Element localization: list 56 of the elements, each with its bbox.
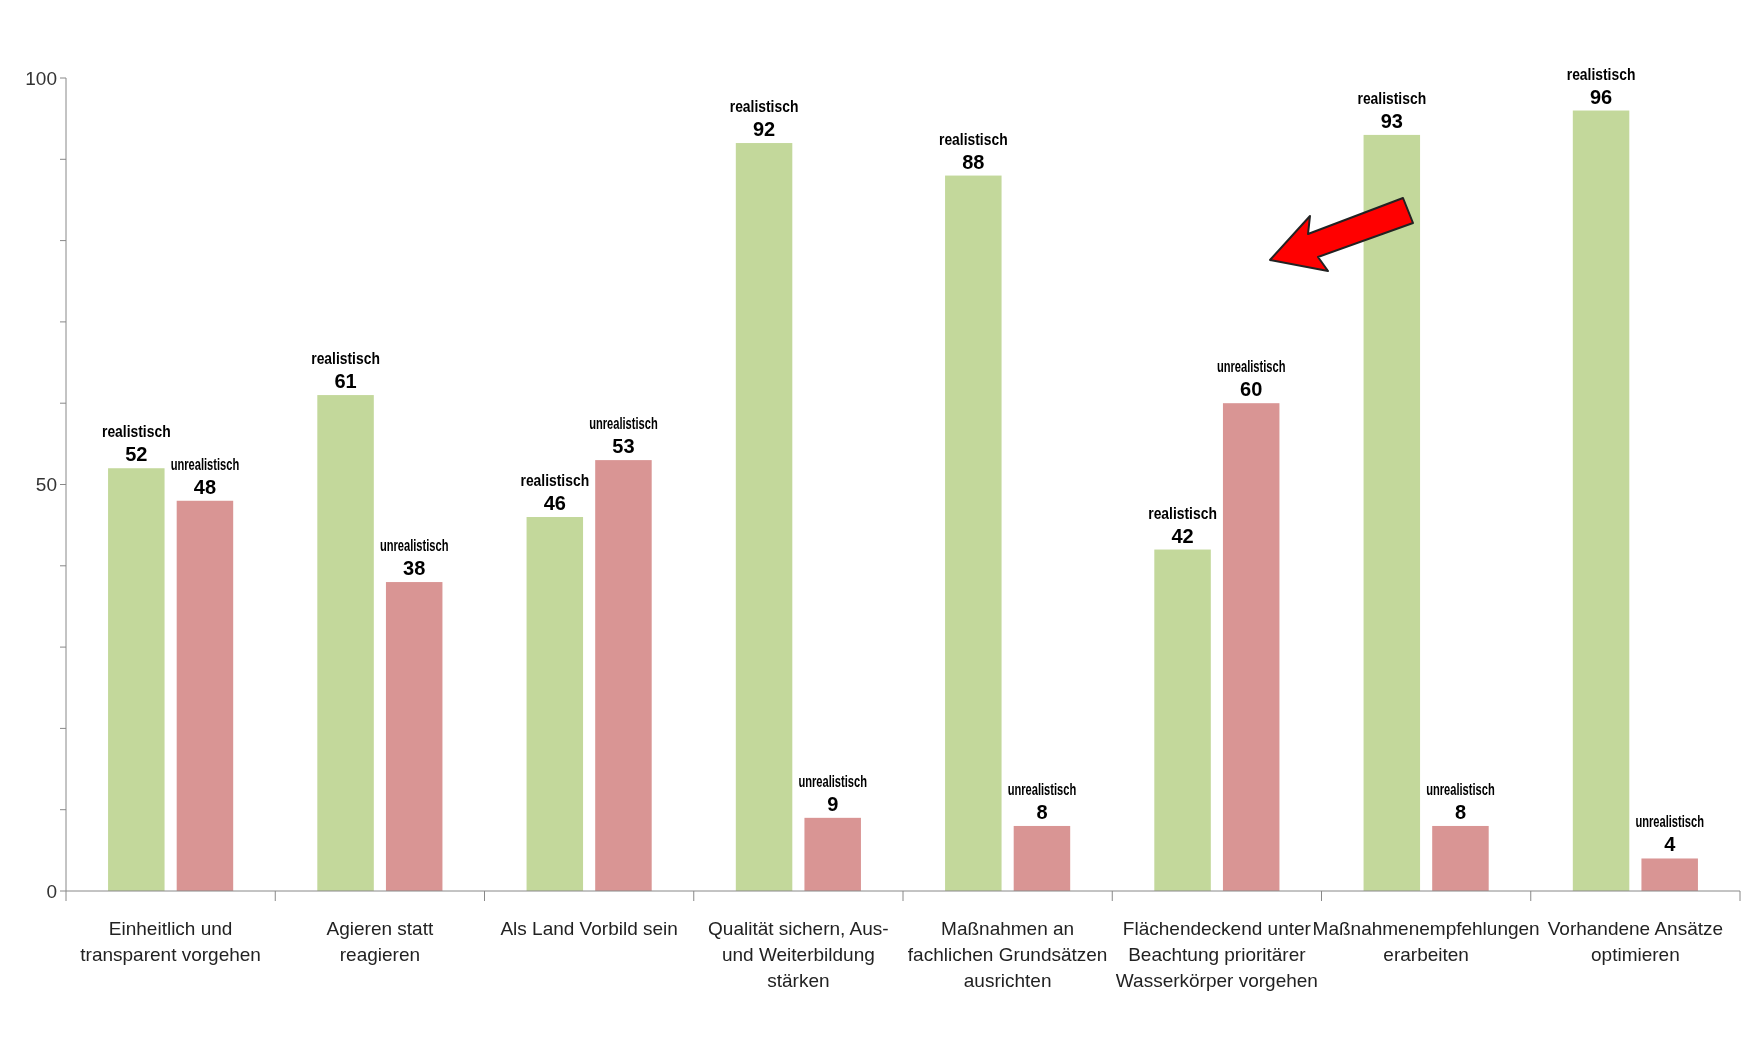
data-label: 96 xyxy=(1589,85,1613,108)
data-label: 52 xyxy=(125,443,148,466)
text: realistisch xyxy=(1566,64,1651,84)
y-tick-label: 0 xyxy=(46,880,57,902)
data-label: 9 xyxy=(827,792,839,815)
text: unrealistisch xyxy=(589,414,694,434)
data-label: 92 xyxy=(752,118,776,141)
bar xyxy=(1154,549,1211,891)
data-label: 60 xyxy=(1240,378,1263,401)
x-tick-label: Agieren statt reagieren xyxy=(326,918,434,965)
text: realistisch xyxy=(1148,503,1233,523)
x-tick-label: Einheitlich und transparent vorgehen xyxy=(80,918,261,965)
data-label: 8 xyxy=(1454,800,1466,823)
bar xyxy=(1641,858,1698,891)
bar xyxy=(317,395,374,891)
text: unrealistisch xyxy=(1426,779,1531,799)
bar xyxy=(1572,110,1630,891)
text: realistisch xyxy=(311,349,396,369)
text: unrealistisch xyxy=(379,536,485,556)
text: unrealistisch xyxy=(1007,779,1113,799)
data-label: 38 xyxy=(403,557,426,580)
text: realistisch xyxy=(520,471,605,491)
data-label: 46 xyxy=(543,492,566,515)
data-label: 8 xyxy=(1036,800,1048,823)
bar xyxy=(1432,825,1489,891)
bar xyxy=(176,500,234,891)
text: unrealistisch xyxy=(1635,812,1741,832)
data-label: 61 xyxy=(334,370,357,393)
y-tick-label: 50 xyxy=(35,474,57,496)
data-label: 42 xyxy=(1171,524,1194,547)
data-label: 53 xyxy=(612,435,635,458)
x-tick-label: Vorhandene Ansätze optimieren xyxy=(1547,918,1724,965)
data-label: 93 xyxy=(1380,109,1403,132)
text: realistisch xyxy=(1357,88,1442,108)
data-label: 4 xyxy=(1664,833,1677,856)
bar xyxy=(945,175,1002,891)
text: unrealistisch xyxy=(798,771,904,791)
bar xyxy=(804,817,861,891)
text: realistisch xyxy=(729,97,814,117)
bar xyxy=(108,468,165,891)
bar xyxy=(735,143,793,891)
bar xyxy=(595,460,652,891)
text: unrealistisch xyxy=(170,454,276,474)
data-label: 48 xyxy=(193,475,217,498)
series-label: realistisch xyxy=(938,129,1024,149)
text: realistisch xyxy=(101,422,187,442)
series-label: unrealistisch xyxy=(1216,357,1322,377)
data-label: 88 xyxy=(962,150,985,173)
bar xyxy=(1013,825,1071,891)
x-tick-label: Als Land Vorbild sein xyxy=(500,918,678,939)
bar xyxy=(526,517,584,891)
x-tick-label: Qualität sichern, Aus- und Weiterbildung stärken xyxy=(708,918,889,991)
y-tick-label: 100 xyxy=(25,67,57,89)
bar xyxy=(1222,403,1280,891)
bar xyxy=(385,582,443,891)
x-tick-label: Maßnahmen an fachlichen Grundsätzen ausrichten xyxy=(907,918,1108,991)
